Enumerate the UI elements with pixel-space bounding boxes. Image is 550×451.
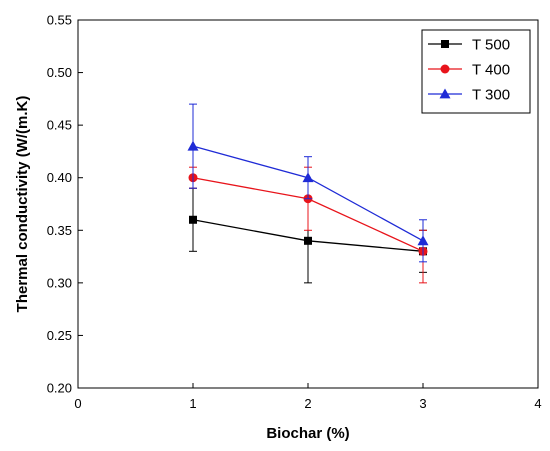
y-tick-label: 0.55: [47, 13, 72, 28]
legend-item: T 500: [428, 37, 510, 54]
data-point: [189, 215, 197, 224]
x-tick-label: 0: [74, 396, 81, 411]
y-axis-label: Thermal conductivity (W/(m.K): [14, 96, 31, 313]
y-tick-label: 0.40: [47, 170, 72, 185]
series-layer: [187, 103, 429, 284]
ticks-layer: 0.20 0.25 0.30 0.35 0.40 0.45 0.50 0.55 0 1 2 3 4: [47, 13, 542, 412]
legend-marker: [440, 64, 450, 74]
legend-label: T 300: [472, 87, 510, 104]
legend-label: T 500: [472, 37, 510, 54]
x-tick-label: 4: [534, 396, 541, 411]
x-tick-label: 3: [419, 396, 426, 411]
series-t-300: [187, 103, 429, 263]
y-tick-label: 0.35: [47, 223, 72, 238]
legend-item: T 400: [428, 62, 510, 79]
legend-marker: [441, 40, 449, 48]
data-point: [302, 172, 314, 183]
legend-item: T 300: [428, 87, 510, 104]
data-point: [187, 140, 199, 151]
y-tick-label: 0.50: [47, 65, 72, 80]
legend-marker: [439, 88, 451, 99]
x-tick-label: 1: [189, 396, 196, 411]
x-tick-label: 2: [304, 396, 311, 411]
legend: T 500 T 400 T 300: [421, 29, 531, 114]
data-point: [417, 235, 429, 246]
data-point: [304, 236, 312, 245]
y-tick-label: 0.30: [47, 275, 72, 290]
y-tick-label: 0.45: [47, 118, 72, 133]
y-tick-label: 0.25: [47, 328, 72, 343]
x-axis-label: Biochar (%): [266, 425, 349, 442]
y-tick-label: 0.20: [47, 381, 72, 396]
legend-label: T 400: [472, 62, 510, 79]
